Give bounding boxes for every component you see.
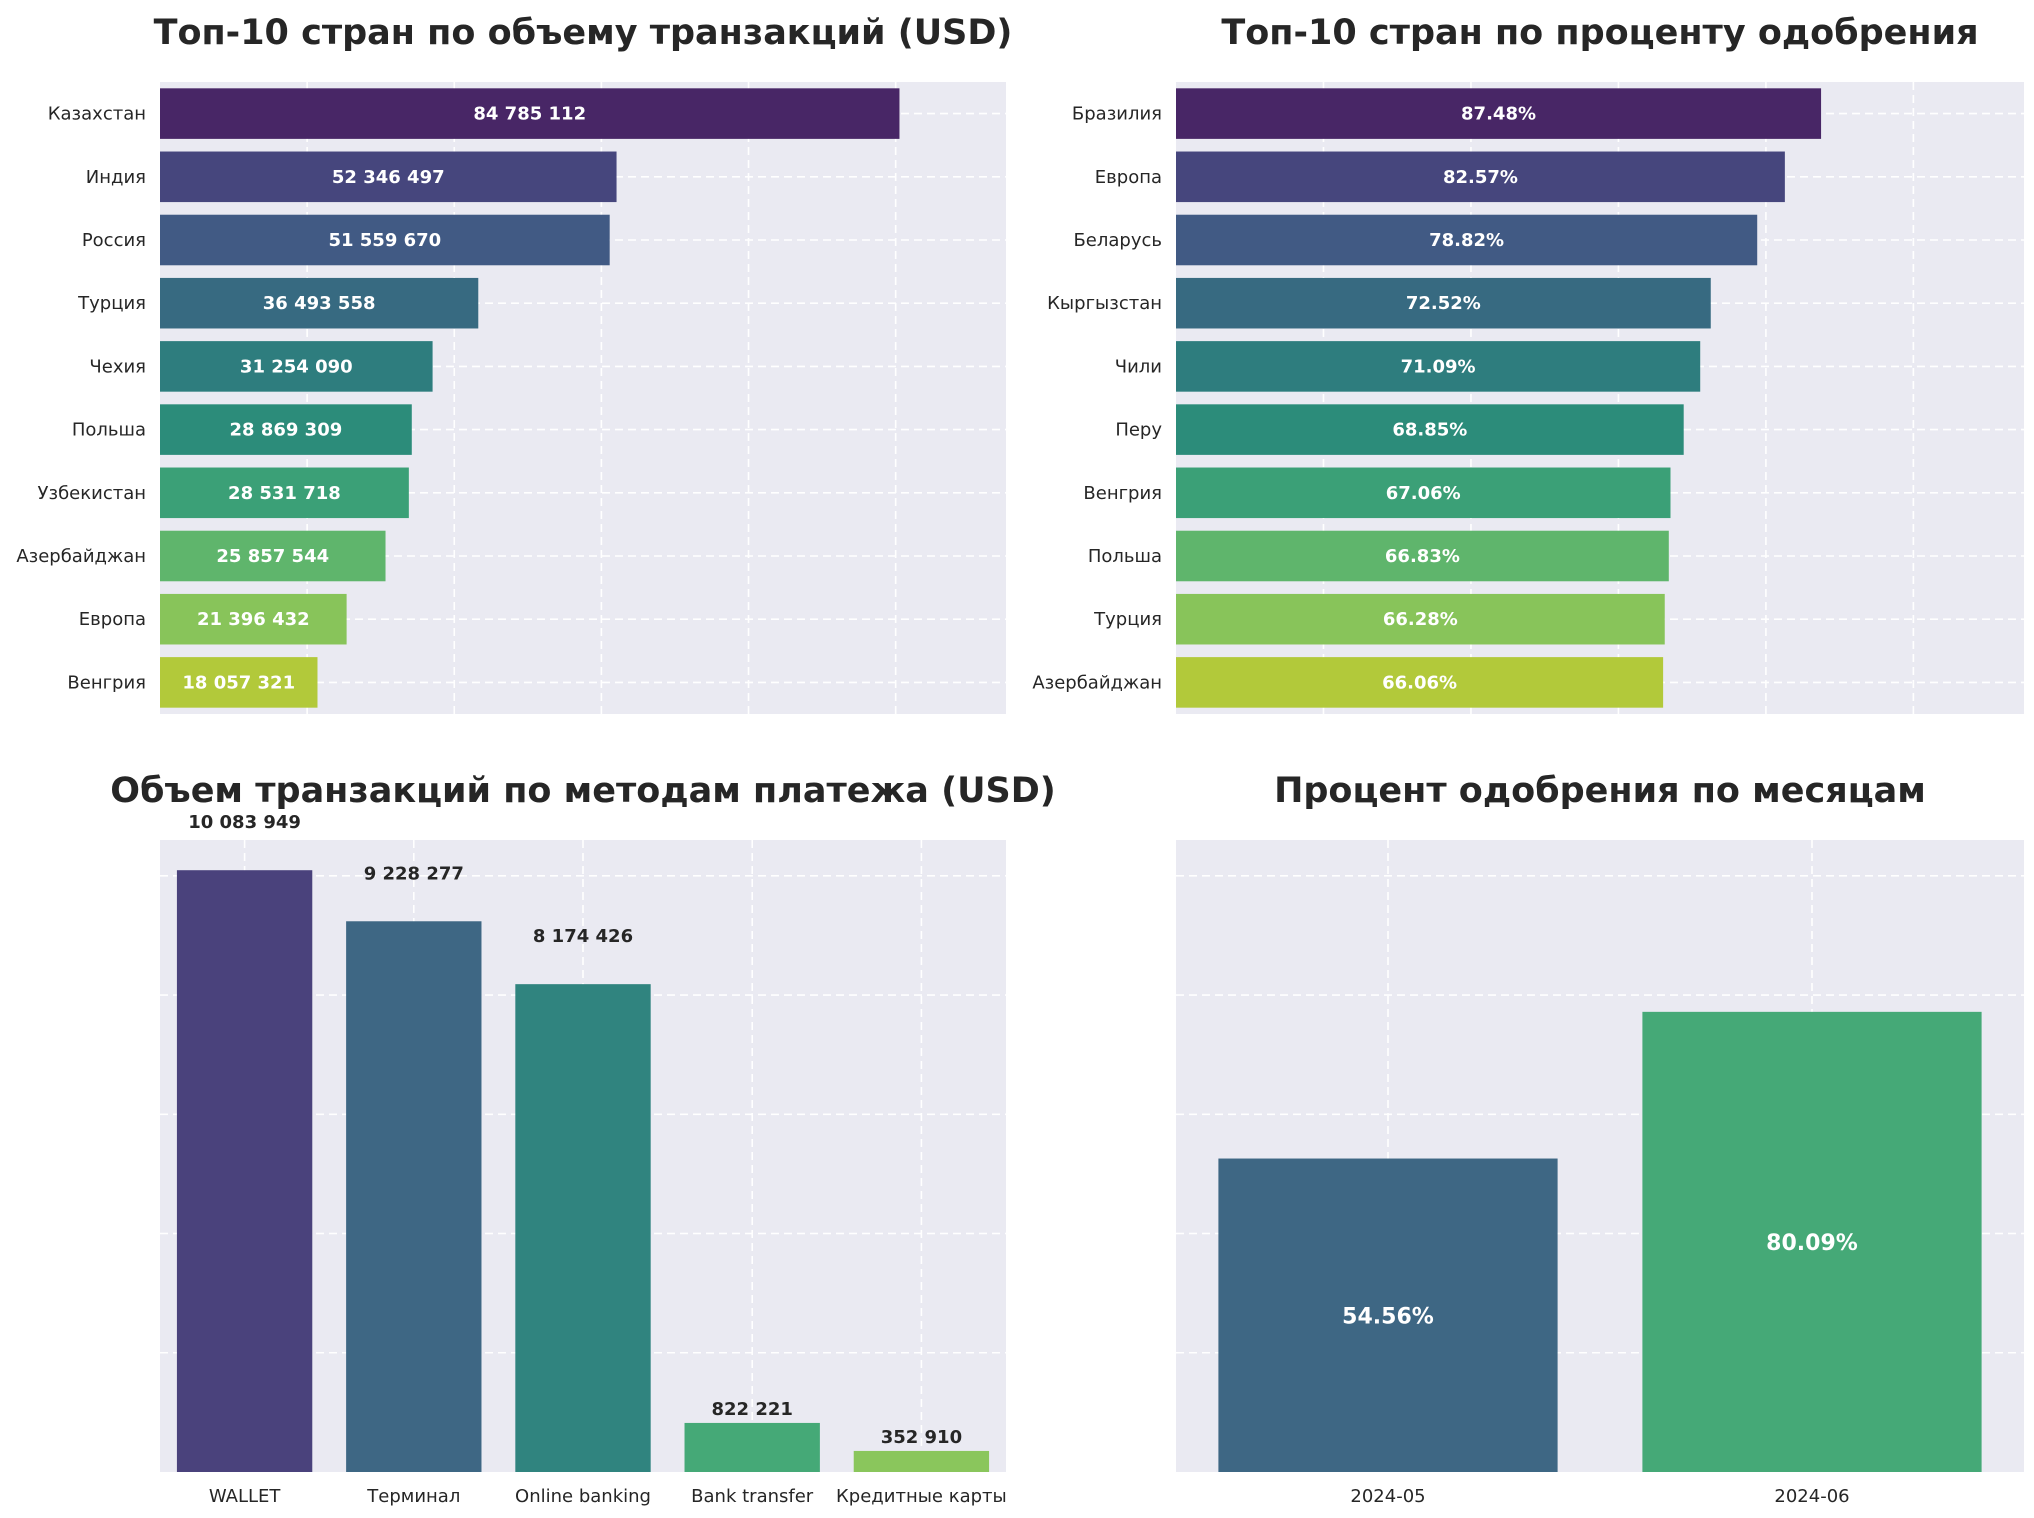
chart-volume-by-payment-method: 10 083 949 9 228 277 8 174 426 822 221 352 9…	[110, 771, 1056, 1507]
bar-value-label: 10 083 949	[188, 812, 301, 833]
category-tick-label: Турция	[1093, 609, 1162, 630]
bar-value-label: 54.56%	[1342, 1304, 1434, 1329]
bar-4	[160, 277, 479, 329]
bar-7	[1176, 467, 1671, 519]
category-tick-label: Польша	[1088, 546, 1162, 567]
category-tick-label: Узбекистан	[38, 483, 146, 504]
bar-value-label: 71.09%	[1401, 356, 1476, 377]
title-approval-by-country: Топ-10 стран по проценту одобрения	[1221, 13, 1978, 53]
category-tick-label: Турция	[77, 293, 146, 314]
bar-3	[515, 984, 651, 1472]
bar-1	[1218, 1158, 1558, 1472]
bar-value-label: 31 254 090	[240, 356, 353, 377]
bar-6	[160, 404, 412, 455]
bar-value-label: 66.83%	[1385, 546, 1460, 567]
category-tick-label: Бразилия	[1072, 104, 1162, 125]
category-tick-label: WALLET	[209, 1486, 282, 1507]
bar-10	[160, 657, 318, 708]
bar-2	[1176, 151, 1785, 203]
bar-value-label: 84 785 112	[473, 104, 586, 125]
bar-value-label: 21 396 432	[197, 609, 310, 630]
bar-value-label: 52 346 497	[332, 167, 445, 188]
category-tick-label: Индия	[86, 167, 146, 188]
bar-value-label: 25 857 544	[216, 546, 329, 567]
category-tick-label: Online banking	[515, 1486, 651, 1507]
bar-value-label: 67.06%	[1386, 483, 1461, 504]
bar-2	[1642, 1011, 1982, 1472]
bars-volume-by-payment-method: 10 083 949 9 228 277 8 174 426 822 221 352 9…	[176, 812, 990, 1472]
bar-value-label: 822 221	[711, 1399, 792, 1420]
category-tick-label: Россия	[82, 230, 146, 251]
bar-value-label: 68.85%	[1392, 420, 1467, 441]
category-tick-label: Кыргызстан	[1047, 293, 1162, 314]
category-tick-label: Азербайджан	[1032, 672, 1162, 693]
bar-8	[160, 530, 386, 582]
chart-approval-by-country: 87.48% 82.57% 78.82% 72.52% 71.09% 68.85% 67.0…	[1032, 13, 2024, 714]
bars-approval-by-month: 54.56% 80.09%	[1218, 1011, 1982, 1472]
category-tick-label: Перу	[1115, 420, 1162, 441]
bar-1	[176, 870, 313, 1472]
bar-value-label: 36 493 558	[263, 293, 376, 314]
category-labels-approval-by-country: Бразилия Европа Беларусь Кыргызстан Чили Перу…	[1032, 104, 1162, 694]
category-tick-label: Европа	[79, 609, 146, 630]
bar-5	[160, 341, 433, 392]
bar-value-label: 80.09%	[1766, 1231, 1858, 1256]
category-tick-label: Венгрия	[1083, 483, 1162, 504]
bar-value-label: 78.82%	[1429, 230, 1504, 251]
title-volume-by-payment-method: Объем транзакций по методам платежа (USD…	[110, 771, 1056, 811]
bar-value-label: 72.52%	[1406, 293, 1481, 314]
bar-3	[160, 214, 610, 266]
category-tick-label: 2024-06	[1774, 1486, 1849, 1507]
bar-10	[1176, 657, 1664, 708]
category-tick-label: Bank transfer	[691, 1486, 814, 1507]
category-labels-volume-by-country: Казахстан Индия Россия Турция Чехия Польша Узб…	[16, 104, 146, 694]
bar-value-label: 8 174 426	[533, 926, 633, 947]
category-tick-label: Венгрия	[67, 672, 146, 693]
bar-2	[160, 151, 617, 203]
bar-value-label: 352 910	[881, 1427, 962, 1448]
category-tick-label: Беларусь	[1073, 230, 1162, 251]
bar-5	[1176, 341, 1701, 392]
bar-value-label: 82.57%	[1443, 167, 1518, 188]
chart-volume-by-country: 84 785 112 52 346 497 51 559 670 36 493 558…	[16, 13, 1012, 714]
bar-value-label: 18 057 321	[182, 672, 295, 693]
bar-value-label: 9 228 277	[364, 863, 464, 884]
bar-value-label: 66.28%	[1383, 609, 1458, 630]
bar-5	[853, 1450, 990, 1472]
bar-3	[1176, 214, 1758, 266]
bar-7	[160, 467, 409, 519]
category-tick-label: Кредитные карты	[836, 1486, 1007, 1507]
title-volume-by-country: Топ-10 стран по объему транзакций (USD)	[154, 13, 1013, 53]
bar-4	[684, 1422, 820, 1472]
category-tick-label: Чили	[1115, 356, 1162, 377]
category-tick-label: Польша	[72, 420, 146, 441]
bar-value-label: 28 531 718	[228, 483, 341, 504]
bars-volume-by-country: 84 785 112 52 346 497 51 559 670 36 493 558…	[160, 88, 900, 708]
bar-6	[1176, 404, 1684, 455]
bar-value-label: 51 559 670	[328, 230, 441, 251]
bar-9	[160, 593, 347, 645]
category-tick-label: 2024-05	[1350, 1486, 1425, 1507]
bar-9	[1176, 593, 1665, 645]
category-labels-approval-by-month: 2024-05 2024-06	[1350, 1486, 1849, 1507]
category-tick-label: Казахстан	[48, 104, 146, 125]
category-tick-label: Чехия	[89, 356, 146, 377]
bar-8	[1176, 530, 1669, 582]
category-tick-label: Европа	[1095, 167, 1162, 188]
bar-2	[346, 921, 482, 1472]
bar-value-label: 28 869 309	[230, 420, 343, 441]
bar-value-label: 87.48%	[1461, 104, 1536, 125]
category-tick-label: Азербайджан	[16, 546, 146, 567]
bar-value-label: 66.06%	[1382, 672, 1457, 693]
bar-4	[1176, 277, 1711, 329]
bars-approval-by-country: 87.48% 82.57% 78.82% 72.52% 71.09% 68.85% 67.0…	[1176, 88, 1822, 708]
chart-approval-by-month: 54.56% 80.09% 2024-05 2024-06 Процент одоб…	[1176, 771, 2024, 1507]
category-tick-label: Терминал	[366, 1486, 460, 1507]
bar-1	[1176, 88, 1822, 139]
bar-1	[160, 88, 900, 139]
category-labels-volume-by-payment-method: WALLET Терминал Online banking Bank transfe…	[209, 1486, 1007, 1507]
title-approval-by-month: Процент одобрения по месяцам	[1274, 771, 1926, 811]
